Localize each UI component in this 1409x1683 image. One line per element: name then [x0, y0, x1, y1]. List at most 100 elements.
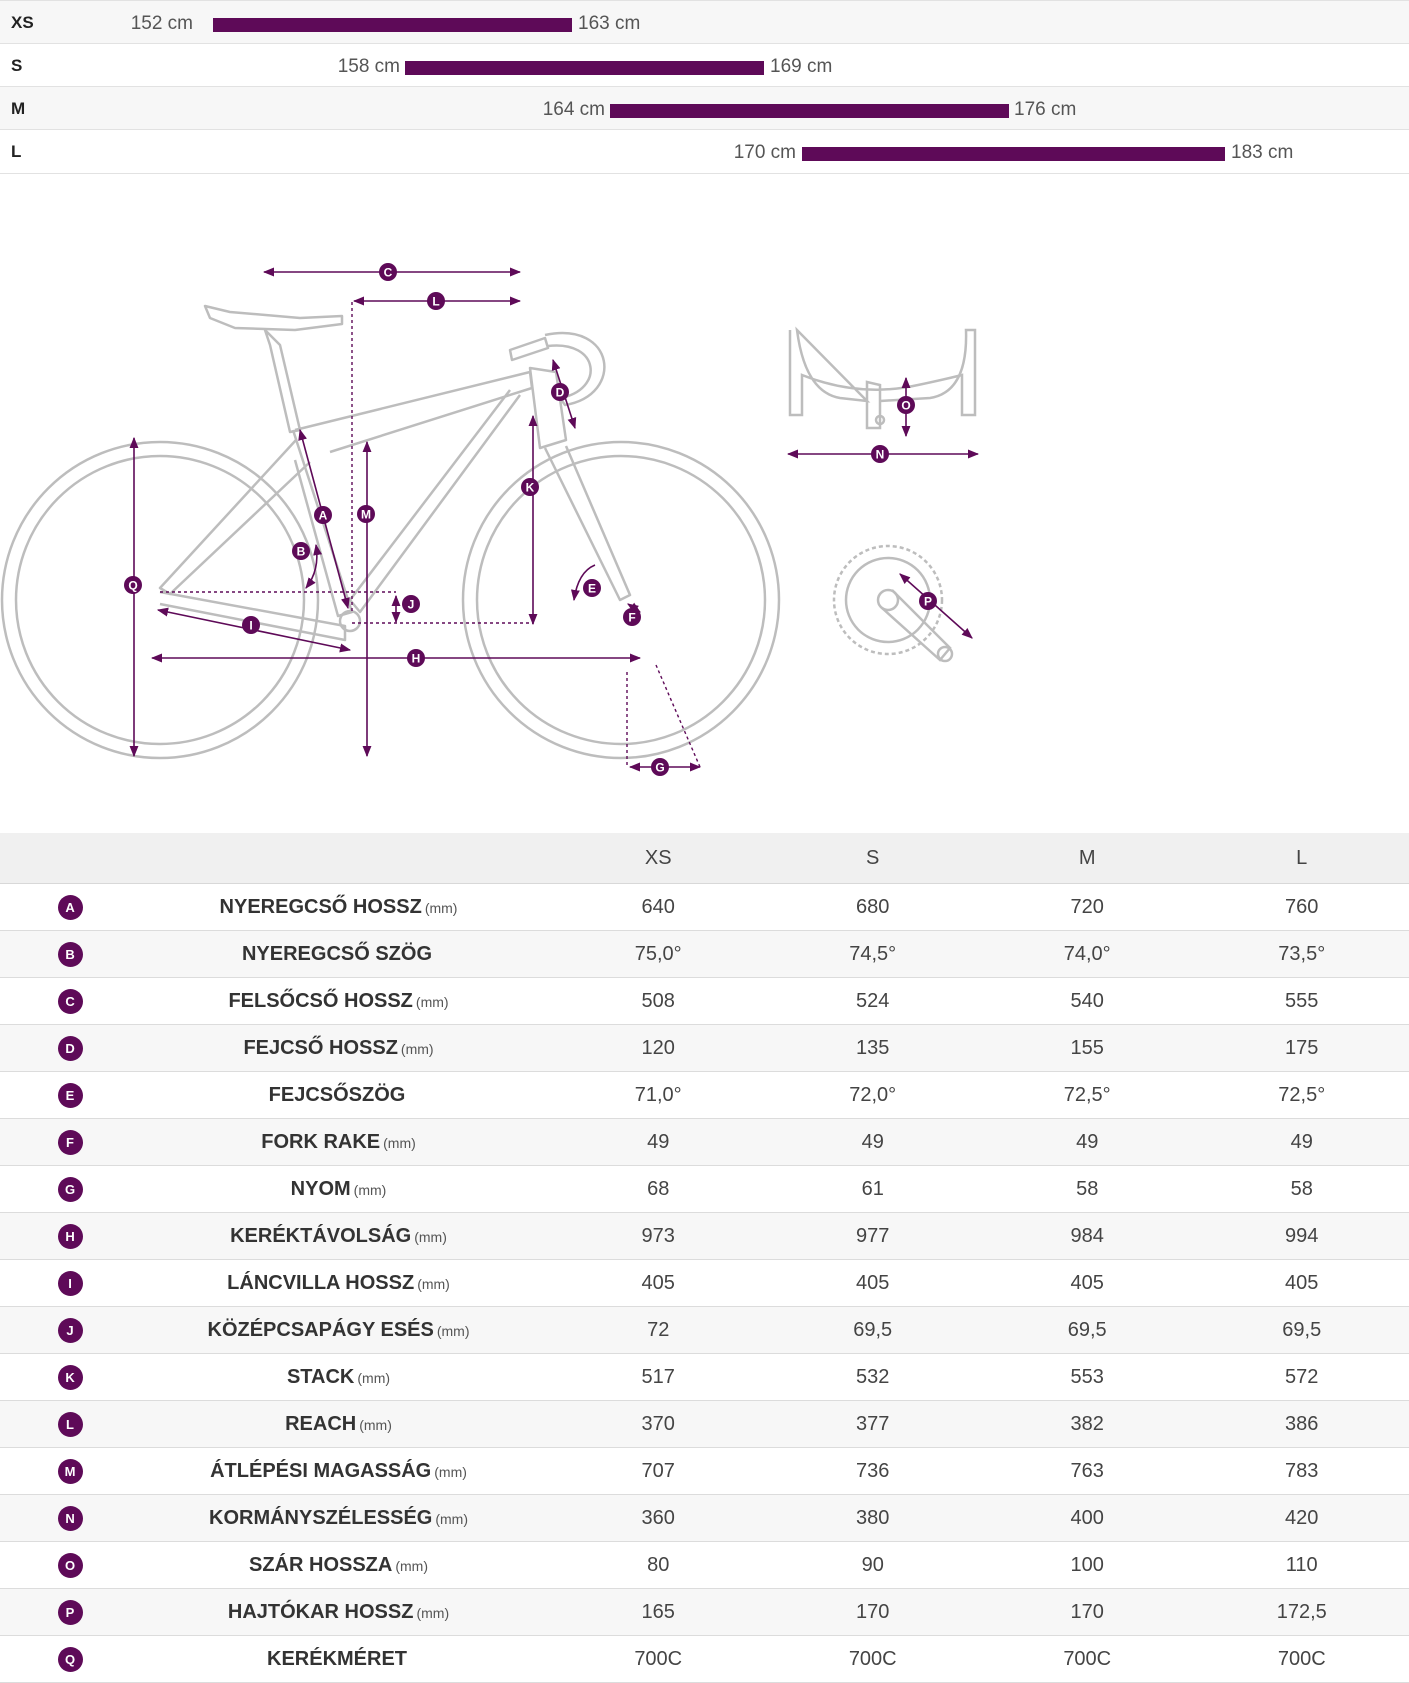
letter-cell: B	[0, 930, 127, 978]
letter-badge: B	[57, 941, 83, 967]
top-tube	[294, 370, 534, 454]
table-row: K STACK (mm) 517 532 553 572	[0, 1353, 1409, 1401]
letter-cell: N	[0, 1494, 127, 1542]
seat-stay	[158, 439, 311, 596]
parameter-name: NYOM	[290, 1177, 351, 1200]
svg-text:O: O	[901, 399, 910, 413]
height-range-bar	[213, 18, 572, 32]
table-row: J KÖZÉPCSAPÁGY ESÉS (mm) 72 69,5 69,5 69,5	[0, 1306, 1409, 1354]
table-row: A NYEREGCSŐ HOSSZ (mm) 640 680 720 760	[0, 883, 1409, 931]
diagram-label-h: H	[407, 649, 425, 667]
table-row: B NYEREGCSŐ SZÖG 75,0° 74,5° 74,0° 73,5°	[0, 930, 1409, 978]
value-cell: 973	[550, 1212, 766, 1260]
value-cell: 49	[1194, 1118, 1409, 1166]
diagram-label-g: G	[651, 758, 669, 776]
size-label: XS	[11, 13, 34, 32]
value-cell: 75,0°	[550, 930, 766, 978]
value-cell: 74,0°	[979, 930, 1195, 978]
diagram-badges: A B C D E F G H I J K L M N O P Q	[124, 263, 937, 776]
value-cell: 80	[550, 1541, 766, 1589]
value-cell: 700C	[765, 1635, 980, 1683]
parameter-cell: FELSŐCSŐ HOSSZ (mm)	[126, 977, 551, 1025]
height-max: 163 cm	[578, 13, 641, 34]
size-row-s: S 158 cm 169 cm	[0, 43, 1409, 87]
value-cell: 58	[1194, 1165, 1409, 1213]
svg-text:N: N	[876, 448, 885, 462]
parameter-name: REACH	[285, 1412, 357, 1435]
value-cell: 524	[765, 977, 980, 1025]
value-cell: 783	[1194, 1447, 1409, 1495]
size-label: L	[11, 142, 22, 161]
diagram-label-o: O	[897, 396, 915, 414]
seat-post	[263, 328, 302, 434]
table-row: I LÁNCVILLA HOSSZ (mm) 405 405 405 405	[0, 1259, 1409, 1307]
parameter-unit: (mm)	[359, 1416, 392, 1433]
column-header-l: L	[1194, 833, 1409, 884]
rear-wheel	[0, 440, 320, 760]
svg-text:E: E	[588, 582, 596, 596]
value-cell: 72,5°	[1194, 1071, 1409, 1119]
height-max: 183 cm	[1231, 142, 1294, 163]
letter-badge: J	[57, 1317, 83, 1343]
letter-cell: M	[0, 1447, 127, 1495]
parameter-name: KERÉKTÁVOLSÁG	[230, 1224, 412, 1247]
value-cell: 110	[1194, 1541, 1409, 1589]
value-cell: 700C	[550, 1635, 766, 1683]
value-cell: 155	[979, 1024, 1195, 1072]
parameter-cell: NYOM (mm)	[126, 1165, 551, 1213]
value-cell: 172,5	[1194, 1588, 1409, 1636]
svg-text:B: B	[297, 545, 306, 559]
parameter-cell: STACK (mm)	[126, 1353, 551, 1401]
value-cell: 165	[550, 1588, 766, 1636]
parameter-name: FEJCSŐ HOSSZ	[243, 1036, 398, 1059]
table-row: H KERÉKTÁVOLSÁG (mm) 973 977 984 994	[0, 1212, 1409, 1260]
value-cell: 532	[765, 1353, 980, 1401]
value-cell: 49	[979, 1118, 1195, 1166]
svg-text:I: I	[249, 619, 252, 633]
parameter-unit: (mm)	[434, 1463, 467, 1480]
value-cell: 508	[550, 977, 766, 1025]
diagram-label-l: L	[427, 292, 445, 310]
height-min: 170 cm	[733, 142, 796, 163]
value-cell: 360	[550, 1494, 766, 1542]
parameter-name: NYEREGCSŐ HOSSZ	[219, 895, 422, 918]
value-cell: 58	[979, 1165, 1195, 1213]
parameter-cell: KÖZÉPCSAPÁGY ESÉS (mm)	[126, 1306, 551, 1354]
letter-cell: E	[0, 1071, 127, 1119]
reference-lines	[160, 302, 701, 768]
value-cell: 377	[765, 1400, 980, 1448]
crank-dimension	[899, 573, 973, 639]
parameter-cell: KORMÁNYSZÉLESSÉG (mm)	[126, 1494, 551, 1542]
diagram-label-b: B	[292, 542, 310, 560]
letter-cell: A	[0, 883, 127, 931]
table-row: N KORMÁNYSZÉLESSÉG (mm) 360 380 400 420	[0, 1494, 1409, 1542]
diagram-label-a: A	[314, 506, 332, 524]
letter-cell: O	[0, 1541, 127, 1589]
value-cell: 572	[1194, 1353, 1409, 1401]
value-cell: 994	[1194, 1212, 1409, 1260]
letter-badge: E	[57, 1082, 83, 1108]
diagram-label-d: D	[551, 383, 569, 401]
height-max: 169 cm	[770, 56, 833, 77]
diagram-label-c: C	[379, 263, 397, 281]
value-cell: 382	[979, 1400, 1195, 1448]
table-row: M ÁTLÉPÉSI MAGASSÁG (mm) 707 736 763 783	[0, 1447, 1409, 1495]
value-cell: 100	[979, 1541, 1195, 1589]
value-cell: 700C	[979, 1635, 1195, 1683]
size-row-m: M 164 cm 176 cm	[0, 86, 1409, 130]
value-cell: 175	[1194, 1024, 1409, 1072]
value-cell: 640	[550, 883, 766, 931]
height-min: 164 cm	[542, 99, 605, 120]
value-cell: 540	[979, 977, 1195, 1025]
letter-badge: K	[57, 1364, 83, 1390]
value-cell: 72	[550, 1306, 766, 1354]
value-cell: 977	[765, 1212, 980, 1260]
value-cell: 69,5	[765, 1306, 980, 1354]
value-cell: 61	[765, 1165, 980, 1213]
height-range-bar	[802, 147, 1225, 161]
letter-badge: D	[57, 1035, 83, 1061]
letter-cell: D	[0, 1024, 127, 1072]
front-wheel	[461, 440, 781, 760]
letter-cell: J	[0, 1306, 127, 1354]
parameter-unit: (mm)	[436, 1322, 470, 1339]
